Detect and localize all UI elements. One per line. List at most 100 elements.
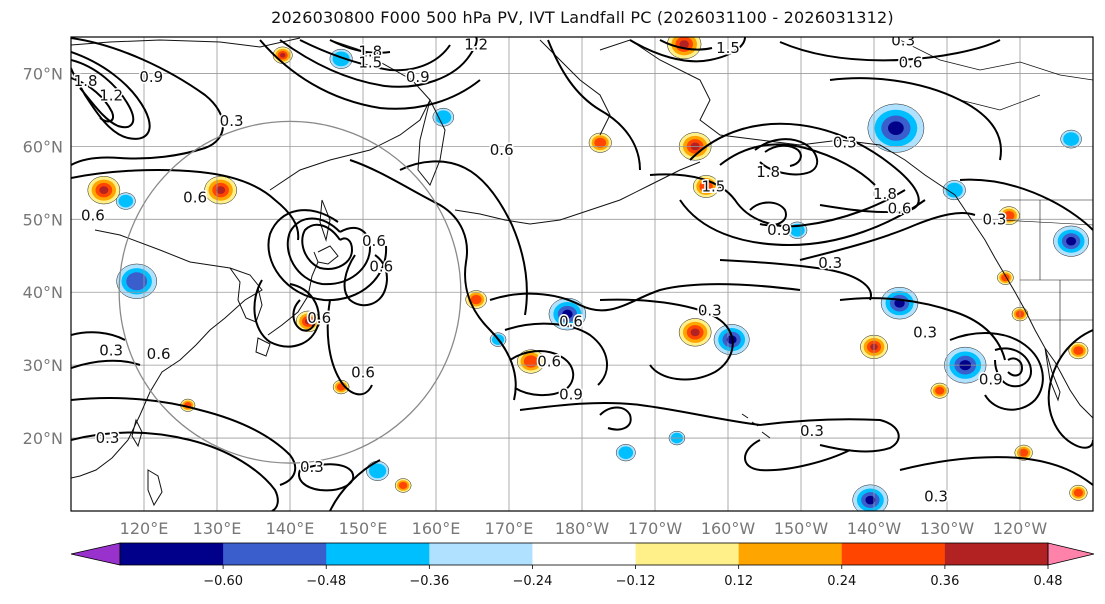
colorbar-segment	[738, 543, 843, 565]
anomaly-outline	[329, 48, 353, 69]
positive-anomaly-shade	[304, 318, 312, 325]
contour-label: 0.3	[96, 429, 120, 447]
contour-label: 0.6	[537, 353, 561, 371]
positive-anomaly-shade	[398, 481, 408, 490]
pv-contour-line	[71, 431, 279, 511]
us-states	[1020, 279, 1093, 360]
positive-anomaly-shade	[679, 40, 689, 49]
canada-interior	[999, 199, 1093, 280]
contour-label: 0.9	[559, 385, 583, 403]
pv-contour-line	[799, 212, 976, 261]
colorbar-tick-label: −0.12	[616, 574, 656, 589]
anomaly-outline	[787, 221, 808, 239]
pv-contour-line	[959, 178, 1093, 231]
pv-contour-line	[329, 459, 381, 511]
positive-anomaly-shade	[99, 186, 109, 195]
colorbar-over-extension	[1047, 542, 1095, 566]
negative-anomaly-shade	[945, 182, 963, 198]
colorbar-segment	[120, 543, 224, 565]
pv-contour-line	[1047, 329, 1093, 449]
positive-anomaly-shade	[523, 355, 538, 368]
colorbar-tick-label: 0.48	[1034, 574, 1063, 589]
coastlines	[71, 37, 1093, 507]
anomaly-outline	[1068, 341, 1089, 360]
anomaly-outline	[588, 132, 612, 153]
colorbar-segment	[532, 543, 637, 565]
pv-contour-line	[754, 138, 819, 176]
pv-contour-line	[719, 259, 872, 301]
pv-contour-line	[292, 299, 317, 332]
pv-contour-line	[749, 201, 787, 227]
pv-contour-line	[839, 297, 1006, 361]
positive-anomaly-shade	[280, 52, 286, 58]
longitude-labels: 120°E 130°E 140°E 150°E 160°E 170°E 180°W 170°W…	[120, 519, 1048, 538]
lon-tick-label: 130°E	[193, 519, 242, 538]
pv-contour-line	[71, 37, 224, 166]
colorbar-tick-label: −0.60	[203, 574, 243, 589]
contour-label: 0.3	[300, 458, 324, 476]
pv-contour-line	[509, 350, 575, 396]
contour-label: 0.6	[307, 309, 331, 327]
pv-contour-line	[719, 143, 876, 186]
contour-label: 0.6	[559, 312, 583, 330]
pv-contour-line	[71, 397, 297, 486]
contour-label: 0.3	[99, 342, 123, 360]
lon-tick-label: 120°W	[993, 519, 1048, 538]
colorbar-tick-label: 0.24	[827, 574, 856, 589]
lon-tick-label: 170°W	[628, 519, 683, 538]
pv-contour-line	[599, 298, 734, 381]
contour-label: 1.8	[756, 163, 780, 181]
anomaly-outline	[678, 318, 712, 347]
contour-label: 0.6	[888, 199, 912, 217]
anomaly-outline	[295, 310, 321, 333]
anomaly-outline	[998, 206, 1020, 225]
colorbar-tick-label: 0.36	[930, 574, 959, 589]
negative-anomaly-shade	[1066, 236, 1077, 246]
baja-california	[1044, 347, 1061, 402]
contour-label: 0.6	[81, 207, 105, 225]
contour-label: 0.3	[913, 323, 937, 341]
positive-anomaly-shade	[470, 294, 482, 305]
colorbar-segment	[223, 543, 327, 565]
positive-anomaly-shade	[699, 180, 713, 193]
pv-contour-line	[759, 418, 900, 453]
positive-anomaly-shade	[1019, 448, 1029, 457]
contour-label: 0.6	[899, 54, 923, 72]
negative-anomaly-shade	[865, 495, 876, 505]
figure-title: 2026030800 F000 500 hPa PV, IVT Landfall…	[271, 8, 894, 27]
lat-tick-label: 40°N	[23, 283, 63, 302]
lat-tick-label: 60°N	[23, 137, 63, 156]
contour-label: 0.3	[924, 487, 948, 505]
anomaly-outline	[548, 297, 587, 331]
anomaly-outline	[465, 290, 487, 309]
anomaly-outline	[1014, 444, 1033, 461]
positive-anomaly-shade	[1073, 488, 1083, 497]
anomaly-outline	[115, 192, 136, 210]
anomaly-outline	[942, 180, 966, 201]
positive-anomaly-shade	[1003, 210, 1015, 221]
anomaly-outline	[87, 176, 121, 205]
lat-tick-label: 30°N	[23, 356, 63, 375]
anomaly-outline	[852, 484, 889, 511]
contour-label: 0.3	[891, 32, 915, 50]
pv-contour-line	[779, 39, 1001, 62]
pv-contour-line	[504, 322, 609, 386]
pv-contour-line	[689, 122, 920, 214]
contour-label: 1.2	[99, 86, 123, 104]
negative-anomaly-shade	[369, 463, 387, 479]
korea-coast	[229, 267, 263, 323]
pv-contour-line	[829, 77, 1002, 161]
anomaly-outline	[997, 270, 1014, 285]
positive-anomaly-shade	[216, 186, 226, 195]
colorbar-frame	[119, 542, 1049, 566]
positive-anomaly-shade	[1073, 346, 1084, 355]
colorbar-tick-label: −0.48	[306, 574, 346, 589]
lat-tick-label: 70°N	[23, 64, 63, 83]
anomaly-outline	[615, 444, 636, 462]
lon-tick-label: 140°E	[266, 519, 315, 538]
contour-label: 0.6	[183, 188, 207, 206]
pv-contour-line	[629, 37, 746, 63]
asia-coastline	[71, 229, 263, 479]
contour-label: 0.3	[698, 301, 722, 319]
